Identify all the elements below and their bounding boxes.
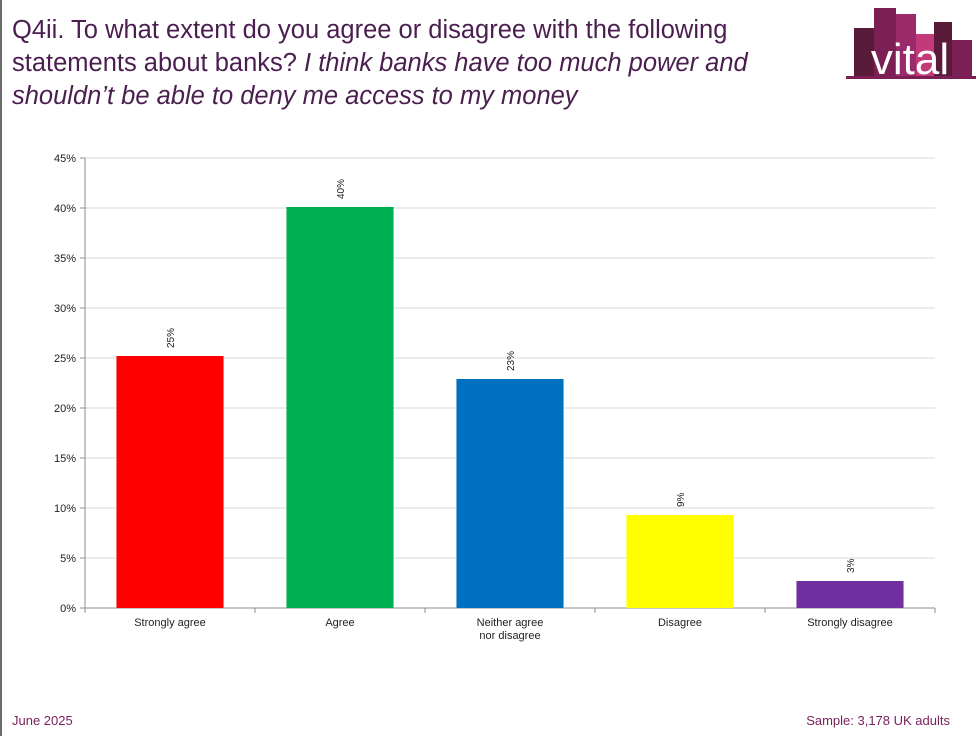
footer-sample: Sample: 3,178 UK adults xyxy=(806,713,950,728)
data-label: 25% xyxy=(166,328,177,348)
logo-tower xyxy=(916,34,934,78)
data-label: 3% xyxy=(846,558,857,573)
logo-tower xyxy=(854,28,874,78)
y-tick-label: 0% xyxy=(60,603,76,615)
data-label: 40% xyxy=(336,179,347,199)
x-tick-label: Strongly disagree xyxy=(807,617,893,629)
footer-date: June 2025 xyxy=(12,713,73,728)
bar xyxy=(116,356,224,608)
y-tick-label: 20% xyxy=(54,403,76,415)
statement-text: I think banks have too much power and sh… xyxy=(12,49,748,110)
page-title: Q4ii. To what extent do you agree or dis… xyxy=(12,14,832,113)
bars xyxy=(116,207,904,608)
logo-text: vital xyxy=(871,35,949,78)
data-label: 9% xyxy=(676,492,687,507)
x-tick-label: Strongly agree xyxy=(134,617,206,629)
bar xyxy=(456,379,564,608)
bar xyxy=(626,515,734,608)
x-tick-label: Disagree xyxy=(658,617,702,629)
data-label: 23% xyxy=(506,351,517,371)
question-text: Q4ii. To what extent do you agree or dis… xyxy=(12,16,728,77)
y-axis-labels: 0% 5% 10% 15% 20% 25% 30% 35% 40% 45% xyxy=(54,153,76,615)
bar xyxy=(796,581,904,608)
logo-tower xyxy=(874,8,896,78)
y-tick-label: 25% xyxy=(54,353,76,365)
y-tick-label: 30% xyxy=(54,303,76,315)
bar-chart: 0% 5% 10% 15% 20% 25% 30% 35% 40% 45% Strongly ag… xyxy=(54,153,936,642)
data-labels: 25% 40% 23% 9% 3% xyxy=(166,179,857,573)
vital-logo: vital xyxy=(854,8,972,78)
y-tick-label: 15% xyxy=(54,453,76,465)
y-tick-label: 40% xyxy=(54,203,76,215)
logo-bars xyxy=(854,8,972,78)
y-tick-label: 35% xyxy=(54,253,76,265)
logo-tower xyxy=(934,22,952,78)
x-tick-label: nor disagree xyxy=(479,630,540,642)
logo-tower xyxy=(896,14,916,78)
y-tick-label: 45% xyxy=(54,153,76,165)
y-tick-label: 5% xyxy=(60,553,76,565)
logo-tower xyxy=(952,40,972,78)
x-tick-label: Neither agree xyxy=(477,617,544,629)
y-tick-label: 10% xyxy=(54,503,76,515)
logo-underline xyxy=(846,76,976,79)
bar xyxy=(286,207,394,608)
x-tick-label: Agree xyxy=(325,617,354,629)
